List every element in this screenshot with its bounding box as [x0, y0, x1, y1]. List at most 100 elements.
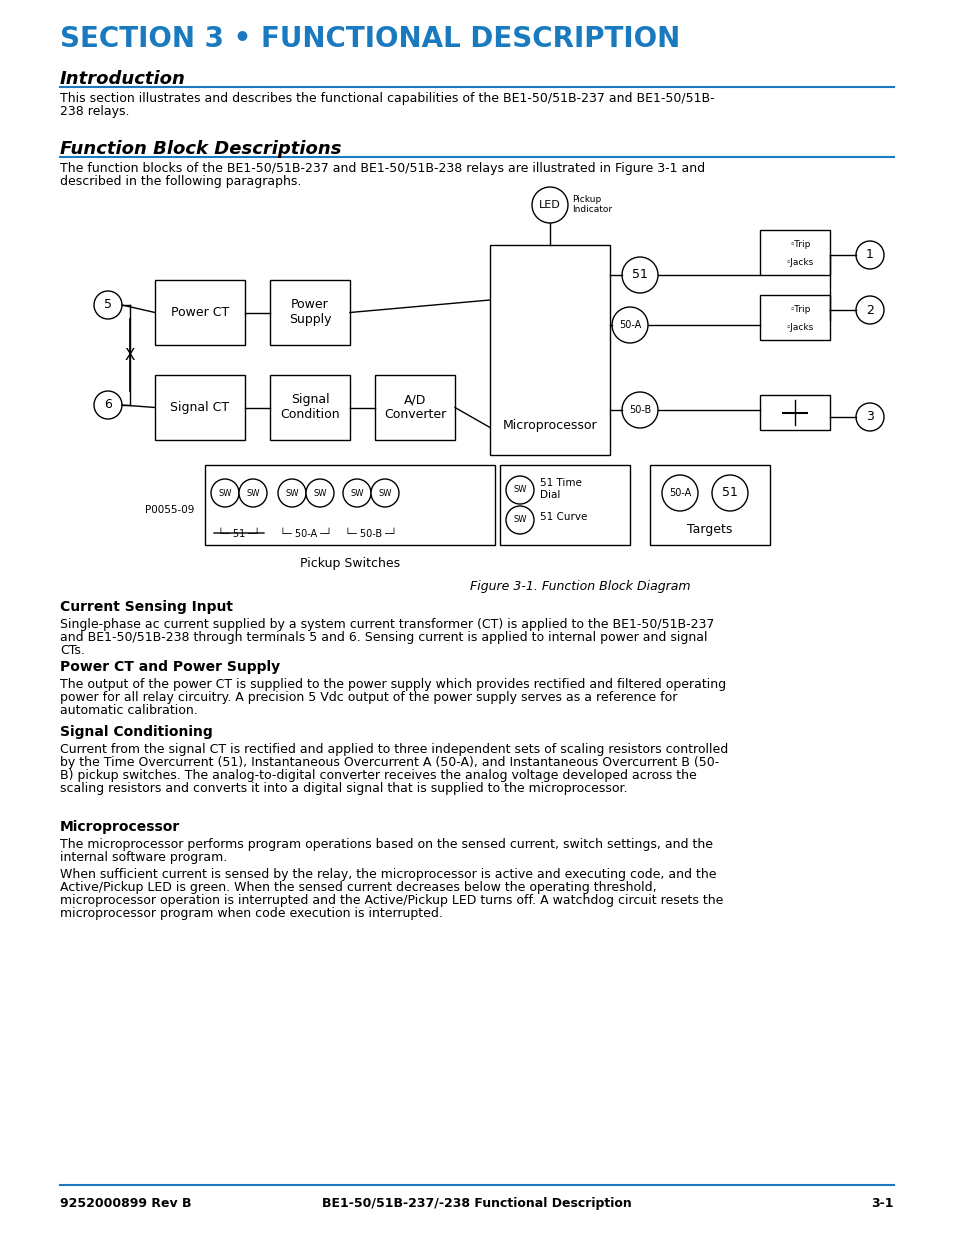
Circle shape [306, 479, 334, 508]
Text: B) pickup switches. The analog-to-digital converter receives the analog voltage : B) pickup switches. The analog-to-digita… [60, 769, 696, 782]
Text: This section illustrates and describes the functional capabilities of the BE1-50: This section illustrates and describes t… [60, 91, 714, 105]
Text: 50-A: 50-A [668, 488, 690, 498]
Circle shape [94, 391, 122, 419]
Text: The output of the power CT is supplied to the power supply which provides rectif: The output of the power CT is supplied t… [60, 678, 725, 692]
FancyBboxPatch shape [154, 375, 245, 440]
Text: power for all relay circuitry. A precision 5 Vdc output of the power supply serv: power for all relay circuitry. A precisi… [60, 692, 677, 704]
Circle shape [343, 479, 371, 508]
Text: 51: 51 [721, 487, 738, 499]
FancyBboxPatch shape [760, 295, 829, 340]
Text: ◦Jacks: ◦Jacks [785, 258, 813, 267]
Text: 5: 5 [104, 299, 112, 311]
Text: SW: SW [313, 489, 327, 498]
FancyBboxPatch shape [499, 466, 629, 545]
Text: microprocessor program when code execution is interrupted.: microprocessor program when code executi… [60, 906, 442, 920]
Text: 1: 1 [865, 248, 873, 262]
Text: 3-1: 3-1 [871, 1197, 893, 1210]
Text: 50-B: 50-B [628, 405, 651, 415]
Text: Targets: Targets [686, 524, 732, 536]
Text: SW: SW [513, 485, 526, 494]
Text: Figure 3-1. Function Block Diagram: Figure 3-1. Function Block Diagram [469, 580, 690, 593]
Circle shape [661, 475, 698, 511]
Text: and BE1-50/51B-238 through terminals 5 and 6. Sensing current is applied to inte: and BE1-50/51B-238 through terminals 5 a… [60, 631, 707, 643]
Text: Function Block Descriptions: Function Block Descriptions [60, 140, 341, 158]
Text: ◦Jacks: ◦Jacks [785, 324, 813, 332]
Text: internal software program.: internal software program. [60, 851, 227, 864]
FancyBboxPatch shape [490, 245, 609, 454]
Text: The function blocks of the BE1-50/51B-237 and BE1-50/51B-238 relays are illustra: The function blocks of the BE1-50/51B-23… [60, 162, 704, 175]
Text: 51 Curve: 51 Curve [539, 513, 587, 522]
Text: Signal
Condition: Signal Condition [280, 394, 339, 421]
Text: SW: SW [513, 515, 526, 525]
Text: 9252000899 Rev B: 9252000899 Rev B [60, 1197, 192, 1210]
FancyBboxPatch shape [205, 466, 495, 545]
FancyBboxPatch shape [760, 395, 829, 430]
Text: SW: SW [285, 489, 298, 498]
Circle shape [94, 291, 122, 319]
Circle shape [532, 186, 567, 224]
Text: automatic calibration.: automatic calibration. [60, 704, 197, 718]
Text: 51: 51 [632, 268, 647, 282]
Text: 6: 6 [104, 399, 112, 411]
Circle shape [505, 506, 534, 534]
Text: Single-phase ac current supplied by a system current transformer (CT) is applied: Single-phase ac current supplied by a sy… [60, 618, 714, 631]
Text: Power CT and Power Supply: Power CT and Power Supply [60, 659, 280, 674]
Text: described in the following paragraphs.: described in the following paragraphs. [60, 175, 301, 188]
Circle shape [711, 475, 747, 511]
Text: LED: LED [538, 200, 560, 210]
Circle shape [855, 403, 883, 431]
FancyBboxPatch shape [760, 230, 829, 275]
Text: 50-A: 50-A [618, 320, 640, 330]
FancyBboxPatch shape [649, 466, 769, 545]
Text: P0055-09: P0055-09 [145, 505, 194, 515]
FancyBboxPatch shape [375, 375, 455, 440]
Text: SW: SW [218, 489, 232, 498]
Circle shape [211, 479, 239, 508]
Text: The microprocessor performs program operations based on the sensed current, swit: The microprocessor performs program oper… [60, 839, 712, 851]
Text: Dial: Dial [539, 490, 559, 500]
Text: Current from the signal CT is rectified and applied to three independent sets of: Current from the signal CT is rectified … [60, 743, 727, 756]
Circle shape [621, 391, 658, 429]
Text: 51 Time: 51 Time [539, 478, 581, 488]
Text: 3: 3 [865, 410, 873, 424]
Text: A/D
Converter: A/D Converter [383, 394, 446, 421]
Text: Indicator: Indicator [572, 205, 612, 215]
Text: microprocessor operation is interrupted and the Active/Pickup LED turns off. A w: microprocessor operation is interrupted … [60, 894, 722, 906]
Text: Signal Conditioning: Signal Conditioning [60, 725, 213, 739]
Circle shape [239, 479, 267, 508]
Text: 238 relays.: 238 relays. [60, 105, 130, 119]
Text: └─ 51 ─┘: └─ 51 ─┘ [217, 529, 260, 538]
Text: SW: SW [377, 489, 392, 498]
Text: X: X [125, 347, 135, 363]
Text: Power CT: Power CT [171, 306, 229, 319]
Text: ◦Trip: ◦Trip [788, 305, 810, 314]
Text: SECTION 3 • FUNCTIONAL DESCRIPTION: SECTION 3 • FUNCTIONAL DESCRIPTION [60, 25, 679, 53]
Text: Power
Supply: Power Supply [289, 299, 331, 326]
Circle shape [855, 241, 883, 269]
Circle shape [855, 296, 883, 324]
Text: CTs.: CTs. [60, 643, 85, 657]
Text: 2: 2 [865, 304, 873, 316]
Text: BE1-50/51B-237/-238 Functional Description: BE1-50/51B-237/-238 Functional Descripti… [322, 1197, 631, 1210]
Text: Active/Pickup LED is green. When the sensed current decreases below the operatin: Active/Pickup LED is green. When the sen… [60, 881, 656, 894]
Text: SW: SW [246, 489, 259, 498]
Circle shape [621, 257, 658, 293]
Text: ◦Trip: ◦Trip [788, 240, 810, 249]
Circle shape [612, 308, 647, 343]
Circle shape [505, 475, 534, 504]
Text: Microprocessor: Microprocessor [60, 820, 180, 834]
Text: by the Time Overcurrent (51), Instantaneous Overcurrent A (50-A), and Instantane: by the Time Overcurrent (51), Instantane… [60, 756, 719, 769]
Text: Signal CT: Signal CT [171, 401, 230, 414]
Text: Pickup Switches: Pickup Switches [299, 557, 399, 571]
FancyBboxPatch shape [154, 280, 245, 345]
Text: Introduction: Introduction [60, 70, 186, 88]
Text: └─ 50-B ─┘: └─ 50-B ─┘ [345, 529, 396, 538]
Text: When sufficient current is sensed by the relay, the microprocessor is active and: When sufficient current is sensed by the… [60, 868, 716, 881]
Text: └─ 50-A ─┘: └─ 50-A ─┘ [280, 529, 332, 538]
Text: Pickup: Pickup [572, 195, 600, 205]
Text: Current Sensing Input: Current Sensing Input [60, 600, 233, 614]
Circle shape [371, 479, 398, 508]
Text: scaling resistors and converts it into a digital signal that is supplied to the : scaling resistors and converts it into a… [60, 782, 627, 795]
Circle shape [277, 479, 306, 508]
Text: Microprocessor: Microprocessor [502, 419, 597, 431]
